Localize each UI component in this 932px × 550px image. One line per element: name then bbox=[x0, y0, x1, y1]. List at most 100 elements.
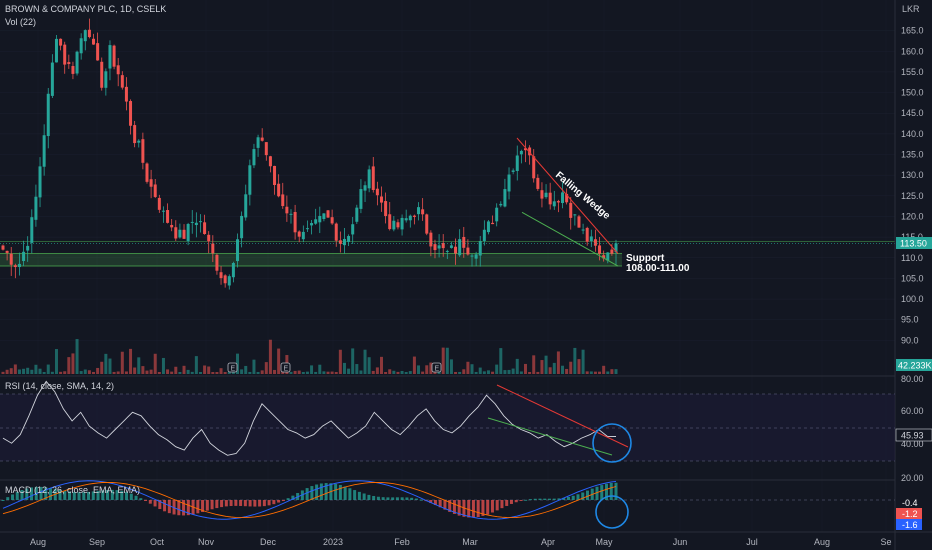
volume-bar bbox=[523, 363, 527, 374]
price-tick: 125.0 bbox=[901, 191, 924, 201]
volume-bar bbox=[375, 367, 379, 374]
macd-hist-bar bbox=[125, 492, 129, 500]
candle-body bbox=[211, 243, 215, 254]
macd-hist-bar bbox=[566, 496, 570, 500]
volume-bar bbox=[289, 371, 293, 374]
candle-body bbox=[429, 232, 433, 247]
candle-body bbox=[445, 250, 449, 252]
volume-bar bbox=[511, 368, 515, 374]
candle-body bbox=[174, 227, 178, 239]
volume-bar bbox=[50, 371, 54, 374]
volume-bar bbox=[322, 371, 326, 374]
rsi-tick-20: 20.00 bbox=[901, 473, 924, 483]
candle-body bbox=[351, 224, 355, 235]
volume-bar bbox=[536, 371, 540, 374]
macd-hist-bar bbox=[405, 497, 409, 500]
volume-bar bbox=[359, 370, 363, 374]
macd-hist-bar bbox=[552, 498, 556, 500]
candle-body bbox=[499, 203, 503, 206]
volume-bar bbox=[326, 371, 330, 374]
time-tick: Apr bbox=[541, 537, 555, 547]
time-axis[interactable]: Aug Sep Oct Nov Dec 2023 Feb Mar Apr May Jun Jul Aug… bbox=[30, 537, 892, 547]
volume-bar bbox=[174, 366, 178, 374]
volume-bar bbox=[301, 372, 305, 374]
macd-hist-bar bbox=[514, 500, 518, 503]
macd-hist-bar bbox=[87, 491, 91, 500]
volume-bar bbox=[396, 371, 400, 374]
volume-bar bbox=[610, 369, 614, 374]
candle-body bbox=[602, 255, 606, 259]
rsi-badge: 45.93 bbox=[895, 428, 932, 442]
candle-body bbox=[449, 245, 453, 248]
volume-bar bbox=[532, 355, 536, 374]
candle-body bbox=[417, 207, 421, 215]
macd-hist-bar bbox=[410, 497, 414, 500]
volume-bar bbox=[351, 348, 355, 374]
candle-body bbox=[96, 43, 100, 61]
candle-body bbox=[503, 189, 507, 207]
macd-hist-bar bbox=[400, 497, 404, 500]
candle-body bbox=[1, 245, 5, 250]
macd-hist-bar bbox=[182, 500, 186, 516]
macd-hist-bar bbox=[215, 500, 219, 509]
candle-body bbox=[244, 194, 248, 218]
rsi-label: RSI (14, close, SMA, 14, 2) bbox=[5, 381, 114, 391]
macd-hist-bar bbox=[58, 489, 62, 500]
candle-body bbox=[100, 61, 104, 88]
candle-body bbox=[326, 210, 330, 218]
candle-body bbox=[17, 263, 21, 268]
macd-hist-bar bbox=[262, 500, 266, 507]
volume-bar bbox=[371, 370, 375, 374]
volume-bar bbox=[305, 371, 309, 374]
macd-hist-bar bbox=[30, 487, 34, 500]
candle-body bbox=[161, 210, 165, 212]
macd-hist-bar bbox=[220, 500, 224, 508]
volume-bar bbox=[421, 371, 425, 374]
macd-hist-bar bbox=[258, 500, 262, 507]
macd-hist-bar bbox=[414, 498, 418, 500]
volume-bar bbox=[552, 362, 556, 374]
candle-body bbox=[67, 62, 71, 65]
volume-bar bbox=[198, 371, 202, 374]
candle-body bbox=[371, 166, 375, 190]
volume-bar bbox=[67, 357, 71, 374]
candle-body bbox=[166, 210, 170, 223]
candle-body bbox=[277, 183, 281, 197]
volume-bar bbox=[338, 349, 342, 374]
rsi-axis[interactable]: 80.00 60.00 40.00 20.00 bbox=[901, 374, 924, 483]
volume-bar bbox=[186, 369, 190, 374]
volume-bar bbox=[170, 371, 174, 374]
time-tick: May bbox=[595, 537, 613, 547]
volume-bar bbox=[182, 365, 186, 374]
macd-hist-bar bbox=[547, 498, 551, 500]
candle-body bbox=[273, 165, 277, 185]
price-tick: 135.0 bbox=[901, 150, 924, 160]
volume-bar bbox=[236, 353, 240, 374]
earnings-markers[interactable]: E E E bbox=[227, 362, 442, 373]
volume-bar bbox=[314, 371, 318, 374]
macd-hist-bar bbox=[72, 491, 76, 500]
volume-bar bbox=[384, 371, 388, 374]
volume-bar bbox=[231, 371, 235, 374]
macd-hist-bar bbox=[338, 485, 342, 500]
candle-body bbox=[186, 223, 190, 242]
time-tick: Mar bbox=[462, 537, 478, 547]
macd-hist-bar bbox=[115, 490, 119, 500]
macd-hist-bar bbox=[353, 490, 357, 500]
candle-body bbox=[581, 229, 585, 231]
volume-bar bbox=[252, 359, 256, 374]
candle-body bbox=[322, 213, 326, 219]
volume-bar bbox=[363, 349, 367, 374]
volume-bar bbox=[133, 367, 137, 374]
macd-hist-bar bbox=[467, 500, 471, 518]
candle-body bbox=[281, 194, 285, 207]
volume-bar bbox=[215, 371, 219, 374]
candle-body bbox=[301, 231, 305, 240]
price-tick: 95.0 bbox=[901, 315, 919, 325]
volume-bar bbox=[548, 367, 552, 374]
candle-body bbox=[347, 236, 351, 242]
macd-hist-bar bbox=[372, 495, 376, 500]
volume-bar bbox=[606, 371, 610, 374]
volume-bar bbox=[503, 370, 507, 374]
